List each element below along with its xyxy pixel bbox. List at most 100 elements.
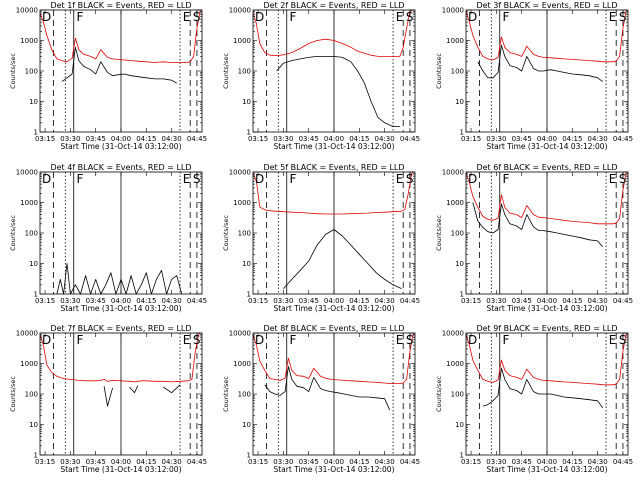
x-tick-label: 04:30 xyxy=(375,297,395,305)
series-line-lld xyxy=(465,332,627,386)
x-tick-label: 04:00 xyxy=(111,297,131,305)
event-marker-s: S xyxy=(406,10,414,24)
event-marker-e: E xyxy=(183,333,191,347)
x-tick-label: 03:30 xyxy=(273,297,293,305)
x-axis-label: Start Time (31-Oct-14 03:12:00) xyxy=(273,465,394,474)
event-marker-e: E xyxy=(609,10,617,24)
event-marker-f: F xyxy=(289,10,296,24)
x-tick-label: 03:15 xyxy=(35,458,55,466)
y-tick-label: 10000 xyxy=(229,169,251,177)
x-tick-label: 04:15 xyxy=(562,297,582,305)
x-tick-label: 04:00 xyxy=(537,135,557,143)
y-tick-label: 10 xyxy=(455,421,464,429)
event-marker-s: S xyxy=(619,10,627,24)
x-axis-label: Start Time (31-Oct-14 03:12:00) xyxy=(486,465,607,474)
event-marker-e: E xyxy=(396,172,404,186)
event-marker-e: E xyxy=(396,10,404,24)
event-marker-d: D xyxy=(468,172,477,186)
x-tick-label: 04:30 xyxy=(162,297,182,305)
series-line-events xyxy=(276,56,400,127)
x-tick-label: 03:45 xyxy=(86,297,106,305)
x-tick-label: 03:15 xyxy=(461,297,481,305)
event-marker-d: D xyxy=(42,10,51,24)
chart-title: Det 3f BLACK = Events, RED = LLD xyxy=(476,1,617,10)
event-marker-f: F xyxy=(76,333,83,347)
chart-title: Det 8f BLACK = Events, RED = LLD xyxy=(263,324,404,333)
chart-panel-7: Det 7f BLACK = Events, RED = LLD 1 10 100 10… xyxy=(9,324,207,474)
x-tick-label: 03:15 xyxy=(35,297,55,305)
x-tick-label: 04:15 xyxy=(562,135,582,143)
event-marker-e: E xyxy=(609,333,617,347)
y-tick-label: 1 xyxy=(247,291,251,299)
event-marker-e: E xyxy=(183,10,191,24)
x-tick-label: 04:45 xyxy=(400,458,420,466)
event-marker-f: F xyxy=(502,333,509,347)
event-marker-f: F xyxy=(502,172,509,186)
x-tick-label: 04:00 xyxy=(111,458,131,466)
series-line-lld xyxy=(39,9,201,63)
y-axis-label: Counts/sec xyxy=(9,53,17,89)
y-tick-label: 10000 xyxy=(16,330,38,338)
x-tick-label: 04:45 xyxy=(400,135,420,143)
y-tick-label: 100 xyxy=(25,68,38,76)
x-axis-label: Start Time (31-Oct-14 03:12:00) xyxy=(486,304,607,313)
x-tick-label: 03:30 xyxy=(486,135,506,143)
chart-title: Det 2f BLACK = Events, RED = LLD xyxy=(263,1,404,10)
chart-title: Det 6f BLACK = Events, RED = LLD xyxy=(476,163,617,172)
x-tick-label: 04:45 xyxy=(187,297,207,305)
x-tick-label: 04:30 xyxy=(588,458,608,466)
series-line-events xyxy=(56,263,183,295)
x-tick-label: 03:30 xyxy=(486,458,506,466)
chart-panel-2: Det 2f BLACK = Events, RED = LLD 1 10 100 10… xyxy=(222,1,420,151)
y-tick-label: 1000 xyxy=(20,360,38,368)
x-tick-label: 03:30 xyxy=(60,458,80,466)
series-line-lld xyxy=(465,171,627,225)
event-marker-s: S xyxy=(193,10,201,24)
y-tick-label: 10000 xyxy=(16,7,38,15)
x-tick-label: 04:45 xyxy=(613,135,633,143)
series-line-events xyxy=(482,367,604,409)
y-tick-label: 1 xyxy=(460,452,464,460)
y-tick-label: 10 xyxy=(242,421,251,429)
chart-title: Det 1f BLACK = Events, RED = LLD xyxy=(50,1,191,10)
y-tick-label: 10000 xyxy=(16,169,38,177)
series-line-events xyxy=(103,384,181,407)
series-line-lld xyxy=(465,9,627,63)
x-axis-label: Start Time (31-Oct-14 03:12:00) xyxy=(60,142,181,151)
x-axis-label: Start Time (31-Oct-14 03:12:00) xyxy=(273,304,394,313)
y-tick-label: 100 xyxy=(451,68,464,76)
y-tick-label: 10000 xyxy=(442,330,464,338)
event-marker-d: D xyxy=(255,172,264,186)
y-tick-label: 1000 xyxy=(233,37,251,45)
x-tick-label: 04:00 xyxy=(537,297,557,305)
x-tick-label: 03:30 xyxy=(273,458,293,466)
x-tick-label: 03:45 xyxy=(86,458,106,466)
event-marker-f: F xyxy=(502,10,509,24)
event-marker-f: F xyxy=(289,333,296,347)
x-tick-label: 04:45 xyxy=(187,135,207,143)
y-tick-label: 1000 xyxy=(446,199,464,207)
event-marker-s: S xyxy=(619,172,627,186)
event-marker-s: S xyxy=(193,172,201,186)
x-axis-label: Start Time (31-Oct-14 03:12:00) xyxy=(60,304,181,313)
y-tick-label: 1 xyxy=(34,452,38,460)
event-marker-d: D xyxy=(255,333,264,347)
event-marker-d: D xyxy=(42,172,51,186)
x-tick-label: 03:45 xyxy=(512,135,532,143)
y-tick-label: 1 xyxy=(34,291,38,299)
event-marker-s: S xyxy=(619,333,627,347)
y-tick-label: 10000 xyxy=(442,7,464,15)
x-tick-label: 03:30 xyxy=(60,297,80,305)
x-tick-label: 04:15 xyxy=(136,135,156,143)
series-line-lld xyxy=(39,332,201,383)
series-line-events xyxy=(61,46,177,84)
chart-panel-8: Det 8f BLACK = Events, RED = LLD 1 10 100 10… xyxy=(222,324,420,474)
x-tick-label: 03:45 xyxy=(512,297,532,305)
y-tick-label: 100 xyxy=(451,230,464,238)
y-tick-label: 10000 xyxy=(229,330,251,338)
y-tick-label: 1000 xyxy=(446,37,464,45)
y-axis-label: Counts/sec xyxy=(222,215,230,251)
series-line-events xyxy=(477,44,603,82)
x-axis-label: Start Time (31-Oct-14 03:12:00) xyxy=(486,142,607,151)
